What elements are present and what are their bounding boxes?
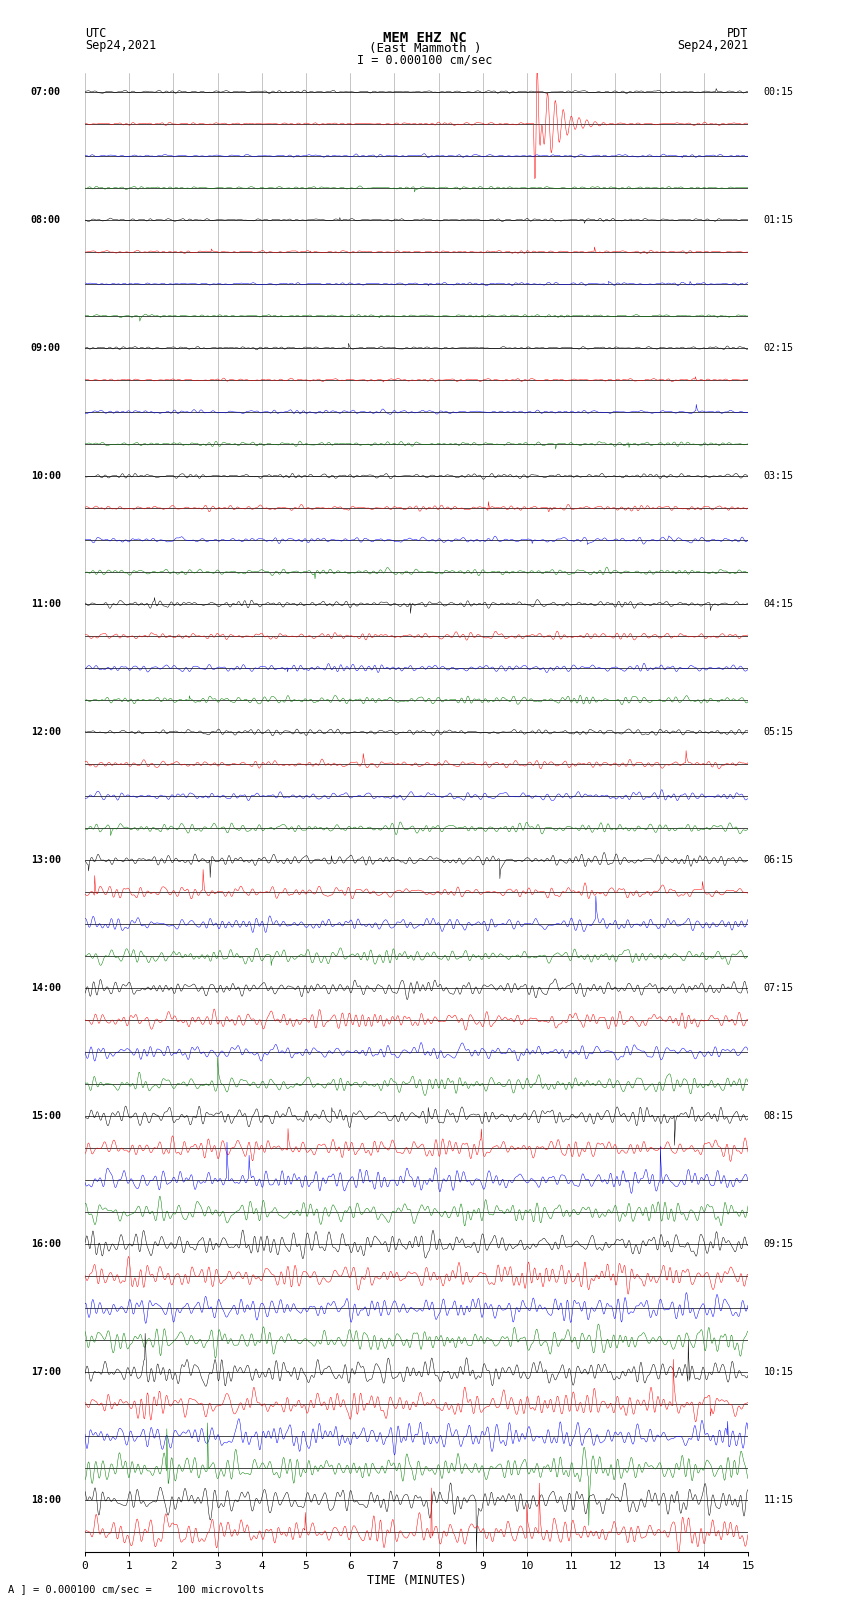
Text: Sep24,2021: Sep24,2021 <box>85 39 156 52</box>
Text: 16:00: 16:00 <box>31 1239 60 1250</box>
Text: 13:00: 13:00 <box>31 855 60 865</box>
Text: 15:00: 15:00 <box>31 1111 60 1121</box>
Text: 04:15: 04:15 <box>763 598 793 610</box>
Text: 09:00: 09:00 <box>31 344 60 353</box>
Text: 14:00: 14:00 <box>31 984 60 994</box>
Text: 11:15: 11:15 <box>763 1495 793 1505</box>
Text: 02:15: 02:15 <box>763 344 793 353</box>
Text: 06:15: 06:15 <box>763 855 793 865</box>
Text: 07:00: 07:00 <box>31 87 60 97</box>
Text: 09:15: 09:15 <box>763 1239 793 1250</box>
Text: PDT: PDT <box>727 27 748 40</box>
Text: 00:15: 00:15 <box>763 87 793 97</box>
Text: 12:00: 12:00 <box>31 727 60 737</box>
Text: (East Mammoth ): (East Mammoth ) <box>369 42 481 55</box>
Text: 05:15: 05:15 <box>763 727 793 737</box>
Text: 03:15: 03:15 <box>763 471 793 481</box>
Text: UTC: UTC <box>85 27 106 40</box>
Text: 11:00: 11:00 <box>31 598 60 610</box>
Text: 10:15: 10:15 <box>763 1368 793 1378</box>
Text: 17:00: 17:00 <box>31 1368 60 1378</box>
Text: 18:00: 18:00 <box>31 1495 60 1505</box>
Text: 10:00: 10:00 <box>31 471 60 481</box>
Text: 08:00: 08:00 <box>31 215 60 224</box>
Text: Sep24,2021: Sep24,2021 <box>677 39 748 52</box>
Text: I = 0.000100 cm/sec: I = 0.000100 cm/sec <box>357 53 493 66</box>
X-axis label: TIME (MINUTES): TIME (MINUTES) <box>366 1574 467 1587</box>
Text: A ] = 0.000100 cm/sec =    100 microvolts: A ] = 0.000100 cm/sec = 100 microvolts <box>8 1584 264 1594</box>
Text: 08:15: 08:15 <box>763 1111 793 1121</box>
Text: 07:15: 07:15 <box>763 984 793 994</box>
Text: 01:15: 01:15 <box>763 215 793 224</box>
Text: MEM EHZ NC: MEM EHZ NC <box>383 31 467 45</box>
